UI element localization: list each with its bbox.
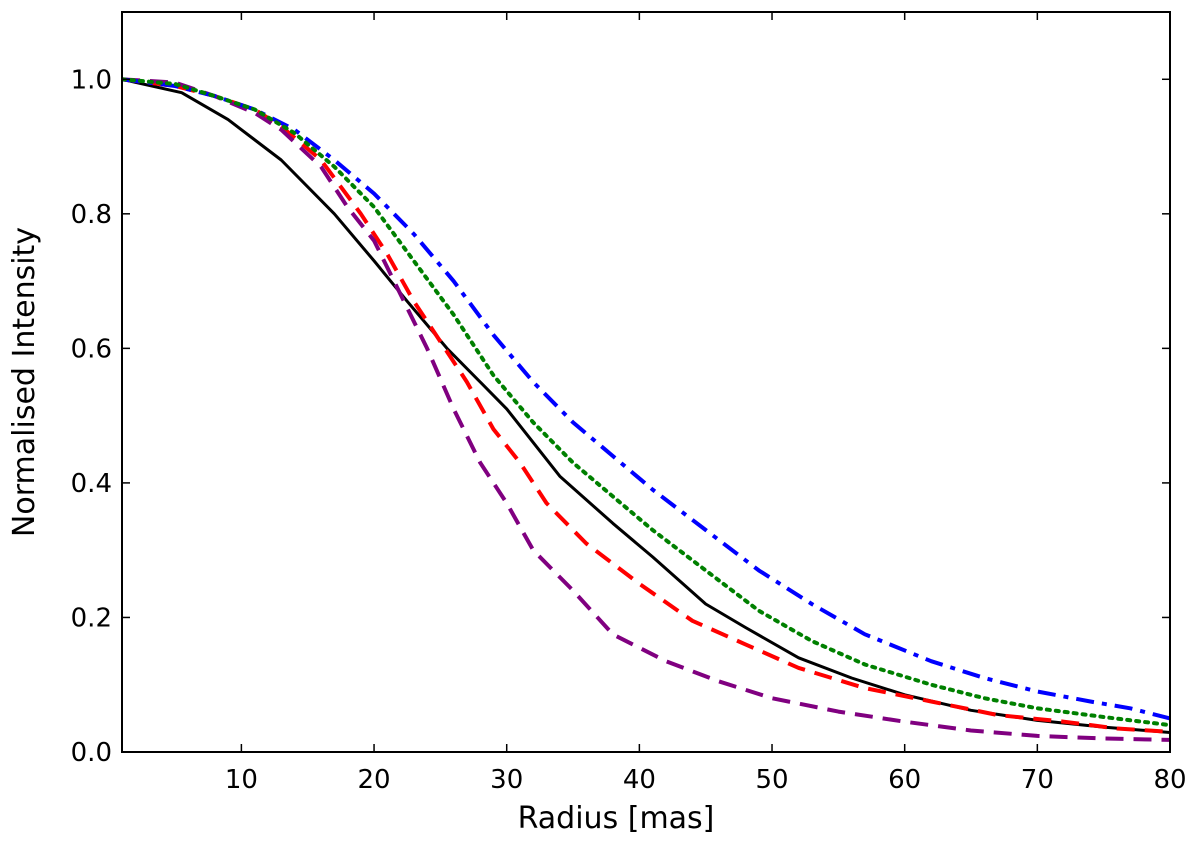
ticks-layer: 10 20 30 40 50 60 70 80 0.0 0.2 0.4 0.6 0.8 1.0 [71, 12, 1187, 795]
y-tick-label: 0.6 [71, 334, 112, 364]
plot-background [122, 12, 1170, 752]
x-tick-label: 70 [1021, 765, 1054, 795]
y-tick-label: 1.0 [71, 65, 112, 95]
x-tick-label: 80 [1153, 765, 1186, 795]
series-line-2 [122, 77, 1170, 742]
series-layer [122, 77, 1170, 742]
plot-frame [121, 11, 1171, 753]
x-tick-label: 20 [358, 765, 391, 795]
y-tick-label: 0.8 [71, 200, 112, 230]
x-tick-label: 30 [490, 765, 523, 795]
y-tick-label: 0.0 [71, 738, 112, 768]
series-line-4 [122, 77, 1170, 728]
x-tick-label: 60 [888, 765, 921, 795]
x-tick-label: 50 [755, 765, 788, 795]
series-line-1 [122, 77, 1170, 734]
y-tick-label: 0.2 [71, 603, 112, 633]
y-tick-label: 0.4 [71, 469, 112, 499]
x-tick-label: 40 [623, 765, 656, 795]
series-line-3 [122, 77, 1170, 721]
x-tick-label: 10 [225, 765, 258, 795]
x-axis-label: Radius [mas] [518, 801, 715, 836]
y-axis-label: Normalised Intensity [7, 227, 42, 537]
